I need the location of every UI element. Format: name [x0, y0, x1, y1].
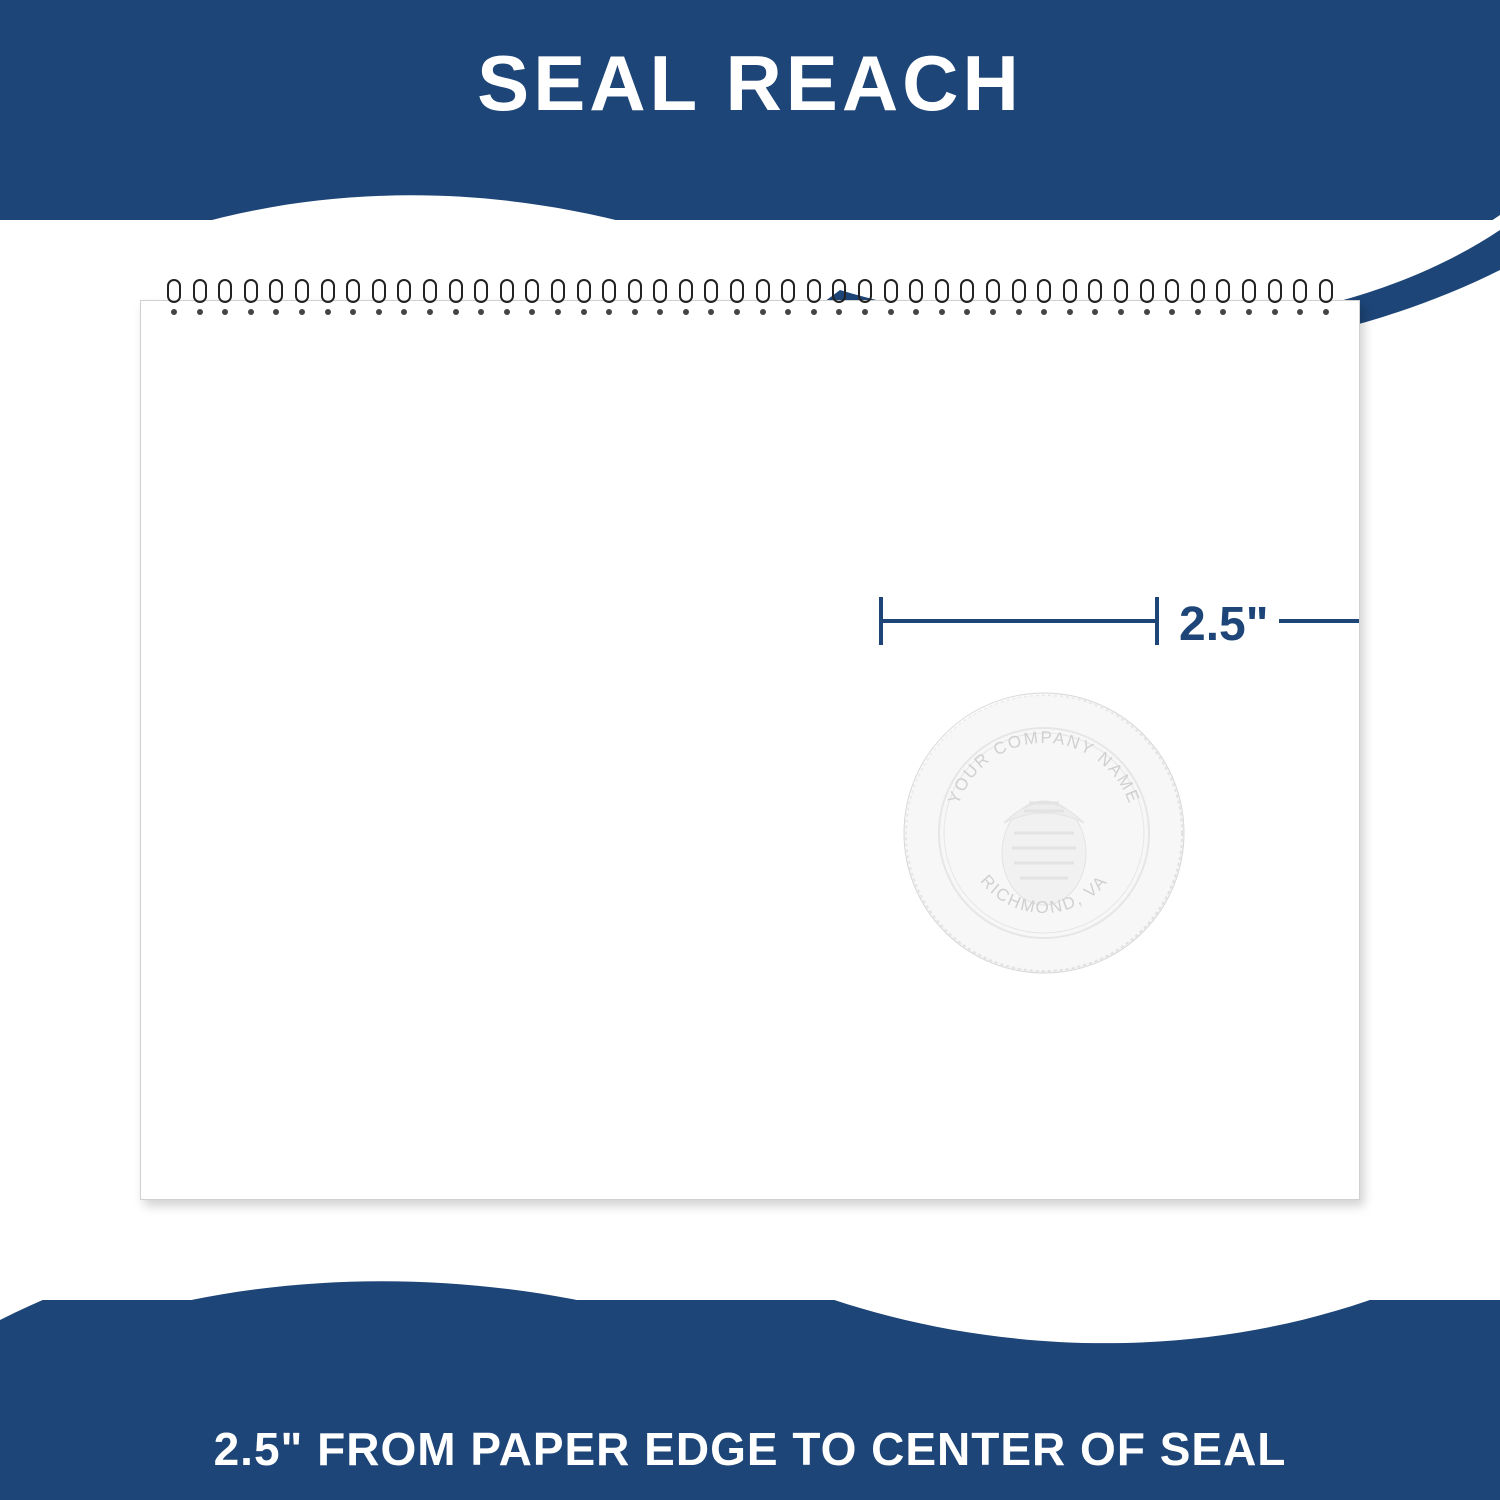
spiral-ring [678, 279, 694, 323]
spiral-ring [1011, 279, 1027, 323]
footer-text: 2.5" FROM PAPER EDGE TO CENTER OF SEAL [0, 1422, 1500, 1476]
spiral-ring [1113, 279, 1129, 323]
spiral-ring [985, 279, 1001, 323]
spiral-ring [959, 279, 975, 323]
spiral-ring [627, 279, 643, 323]
spiral-binding [166, 279, 1334, 323]
spiral-ring [806, 279, 822, 323]
embossed-seal: YOUR COMPANY NAME RICHMOND, VA [894, 683, 1194, 983]
spiral-ring [217, 279, 233, 323]
svg-text:RICHMOND, VA: RICHMOND, VA [977, 871, 1112, 917]
spiral-ring [652, 279, 668, 323]
spiral-ring [934, 279, 950, 323]
seal-bottom-text: RICHMOND, VA [977, 871, 1112, 917]
spiral-ring [1190, 279, 1206, 323]
spiral-ring [729, 279, 745, 323]
spiral-ring [371, 279, 387, 323]
spiral-ring [1241, 279, 1257, 323]
spiral-ring [448, 279, 464, 323]
spiral-ring [908, 279, 924, 323]
page-title: SEAL REACH [0, 38, 1500, 129]
spiral-ring [601, 279, 617, 323]
spiral-ring [1267, 279, 1283, 323]
spiral-ring [422, 279, 438, 323]
spiral-ring [857, 279, 873, 323]
notepad: 2.5" [140, 300, 1360, 1200]
spiral-ring [499, 279, 515, 323]
measure-cap-right [1155, 597, 1159, 645]
measure-line [879, 619, 1159, 623]
measure-line-tail [1279, 619, 1359, 623]
seal-top-text: YOUR COMPANY NAME [944, 728, 1144, 807]
spiral-ring [1036, 279, 1052, 323]
spiral-ring [550, 279, 566, 323]
measure-label: 2.5" [1179, 597, 1268, 652]
spiral-ring [703, 279, 719, 323]
spiral-ring [320, 279, 336, 323]
spiral-ring [1087, 279, 1103, 323]
spiral-ring [345, 279, 361, 323]
spiral-ring [524, 279, 540, 323]
spiral-ring [396, 279, 412, 323]
spiral-ring [1164, 279, 1180, 323]
spiral-ring [1215, 279, 1231, 323]
spiral-ring [576, 279, 592, 323]
spiral-ring [1318, 279, 1334, 323]
svg-text:YOUR COMPANY NAME: YOUR COMPANY NAME [944, 728, 1144, 807]
spiral-ring [243, 279, 259, 323]
bottom-swash-secondary [0, 1235, 760, 1405]
measurement-indicator: 2.5" [879, 591, 1359, 651]
spiral-ring [831, 279, 847, 323]
spiral-ring [1292, 279, 1308, 323]
spiral-ring [1062, 279, 1078, 323]
spiral-ring [192, 279, 208, 323]
spiral-ring [166, 279, 182, 323]
spiral-ring [1139, 279, 1155, 323]
spiral-ring [755, 279, 771, 323]
spiral-ring [780, 279, 796, 323]
spiral-ring [473, 279, 489, 323]
spiral-ring [268, 279, 284, 323]
spiral-ring [883, 279, 899, 323]
spiral-ring [294, 279, 310, 323]
